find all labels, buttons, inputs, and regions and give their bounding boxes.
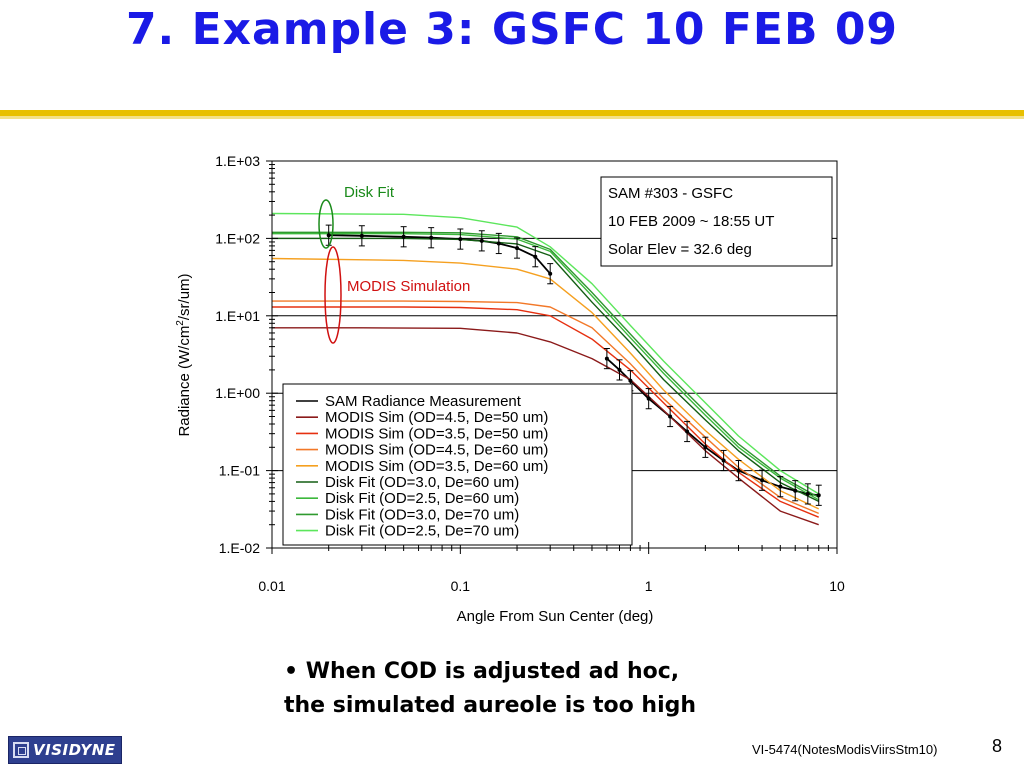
y-tick-label: 1.E+01: [215, 308, 260, 324]
data-point: [401, 234, 406, 239]
x-tick-label: 0.01: [258, 578, 285, 594]
y-tick-label: 1.E-01: [219, 463, 260, 479]
data-point: [685, 429, 690, 434]
legend-label: Disk Fit (OD=3.0, De=70 um): [325, 506, 519, 523]
data-point: [760, 478, 765, 483]
legend-label: MODIS Sim (OD=3.5, De=50 um): [325, 425, 548, 442]
data-point: [793, 488, 798, 493]
data-point: [359, 233, 364, 238]
series-line-modis-sim-od-3-5-de-60-um: [271, 257, 819, 510]
legend-label: MODIS Sim (OD=4.5, De=60 um): [325, 442, 548, 459]
visidyne-logo: VISIDYNE: [8, 736, 122, 764]
bullet-line: • When COD is adjusted ad hoc,: [284, 659, 680, 684]
data-point: [778, 484, 783, 489]
x-axis-label: Angle From Sun Center (deg): [457, 608, 654, 625]
data-point: [604, 356, 609, 361]
info-box-line: Solar Elev = 32.6 deg: [608, 241, 752, 258]
data-point: [429, 235, 434, 240]
series-line-modis-sim-od-4-5-de-60-um: [272, 300, 819, 515]
data-point: [736, 468, 741, 473]
logo-mark-icon: [13, 742, 29, 758]
data-point: [703, 445, 708, 450]
data-point: [805, 491, 810, 496]
plot-frame: [271, 160, 838, 549]
modis-simulation-label: MODIS Simulation: [347, 278, 470, 295]
data-point: [628, 378, 633, 383]
series-line-sam-radiance-measurement: [606, 357, 819, 497]
info-box-frame: [600, 176, 833, 267]
legend-frame: [282, 383, 633, 546]
data-point: [496, 241, 501, 246]
info-box-line: 10 FEB 2009 ~ 18:55 UT: [608, 213, 774, 230]
y-axis-label: Radiance (W/cm2/sr/um): [175, 273, 193, 436]
title-divider-shadow: [0, 116, 1024, 119]
y-axis-label-part: /sr/um): [176, 273, 193, 320]
data-point: [668, 414, 673, 419]
data-point: [515, 246, 520, 251]
data-point: [646, 396, 651, 401]
y-tick-label: 1.E+00: [215, 385, 260, 401]
series-layer: [271, 212, 820, 526]
bullet-text: • When COD is adjusted ad hoc, the simul…: [284, 655, 764, 723]
legend-label: MODIS Sim (OD=4.5, De=50 um): [325, 409, 548, 426]
series-line-modis-sim-od-4-5-de-50-um: [272, 327, 819, 526]
series-line-disk-fit-od-3-0-de-60-um: [272, 237, 820, 503]
y-axis-label-part: Radiance (W/cm: [176, 326, 193, 437]
data-point: [458, 237, 463, 242]
data-point: [617, 367, 622, 372]
slide-title: 7. Example 3: GSFC 10 FEB 09: [125, 4, 899, 55]
data-point: [548, 271, 553, 276]
x-tick-label: 1: [645, 578, 653, 594]
disk-fit-label: Disk Fit: [344, 184, 395, 201]
footer-reference: VI-5474(NotesModisViirsStm10): [752, 742, 938, 757]
info-box-line: SAM #303 - GSFC: [608, 185, 733, 202]
y-tick-label: 1.E+03: [215, 153, 260, 169]
series-line-disk-fit-od-2-5-de-70-um: [271, 212, 820, 495]
legend-label: Disk Fit (OD=2.5, De=70 um): [325, 523, 519, 540]
legend-label: SAM Radiance Measurement: [325, 393, 522, 410]
x-tick-label: 10: [829, 578, 845, 594]
modis-simulation-ellipse: [324, 246, 342, 344]
data-point: [479, 238, 484, 243]
y-tick-label: 1.E+02: [215, 230, 260, 246]
bullet-line: the simulated aureole is too high: [284, 693, 697, 718]
series-line-disk-fit-od-2-5-de-60-um: [272, 233, 820, 501]
series-line-disk-fit-od-3-0-de-70-um: [272, 231, 820, 499]
info-box: SAM #303 - GSFC 10 FEB 2009 ~ 18:55 UT Sol…: [600, 176, 833, 267]
annotation-layer: Disk Fit MODIS Simulation: [318, 184, 470, 344]
legend-label: MODIS Sim (OD=3.5, De=60 um): [325, 458, 548, 475]
title-divider-bar: [0, 110, 1024, 116]
tick-layer: 1.E-02 1.E-01 1.E+00 1.E+01 1.E+02 1.E+03 0.01…: [215, 153, 845, 594]
y-tick-label: 1.E-02: [219, 540, 260, 556]
legend-label: Disk Fit (OD=2.5, De=60 um): [325, 490, 519, 507]
data-point: [533, 254, 538, 259]
y-axis-label-superscript: 2: [175, 320, 186, 326]
logo-text: VISIDYNE: [33, 741, 116, 759]
page-number: 8: [992, 736, 1003, 756]
series-line-modis-sim-od-3-5-de-50-um: [272, 306, 819, 518]
x-tick-label: 0.1: [451, 578, 471, 594]
disk-fit-ellipse: [318, 199, 334, 249]
legend-label: Disk Fit (OD=3.0, De=60 um): [325, 474, 519, 491]
data-point: [816, 493, 821, 498]
data-point: [721, 458, 726, 463]
title-divider: [0, 110, 1024, 119]
data-point: [326, 233, 331, 238]
